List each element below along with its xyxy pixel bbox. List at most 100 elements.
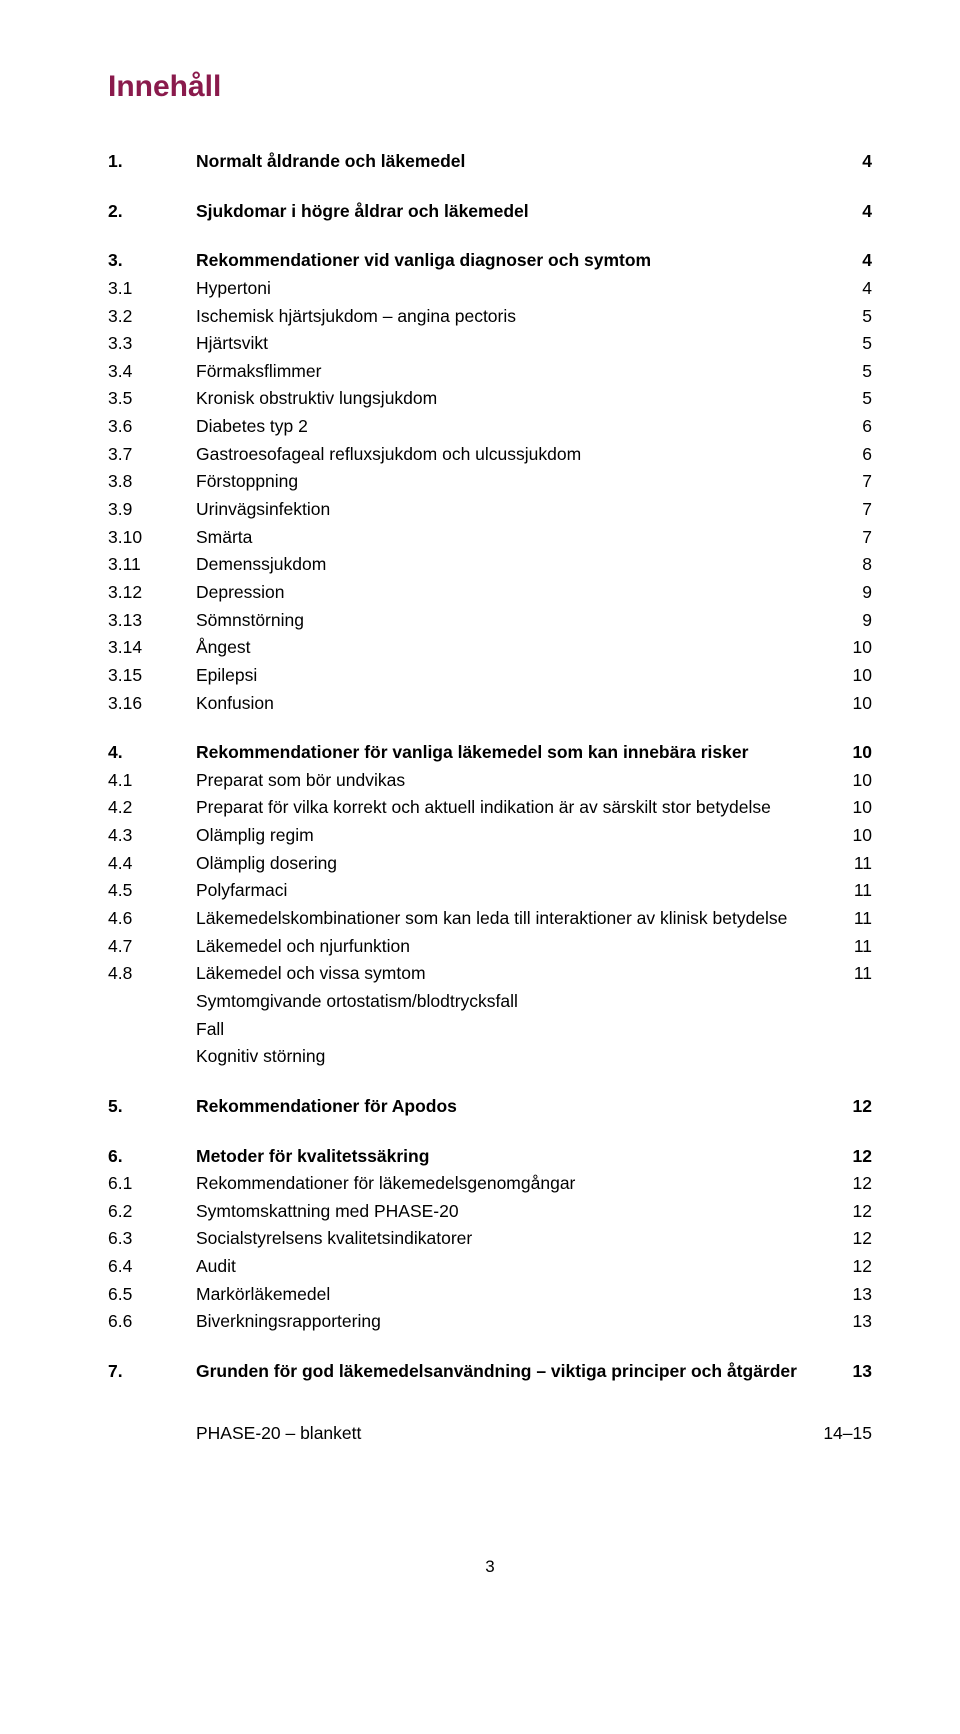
toc-number: 7. — [108, 1358, 196, 1386]
toc-row: 3.2Ischemisk hjärtsjukdom – angina pecto… — [108, 303, 872, 331]
toc-label: Preparat som bör undvikas — [196, 767, 824, 795]
toc-row: 4.4Olämplig dosering11 — [108, 850, 872, 878]
toc-label: Smärta — [196, 524, 824, 552]
toc-number: 3.15 — [108, 662, 196, 690]
toc-page-number: 6 — [824, 441, 872, 469]
toc-row: 6.Metoder för kvalitetssäkring12 — [108, 1143, 872, 1171]
toc-page-number: 10 — [824, 690, 872, 718]
toc-number: 4.8 — [108, 960, 196, 988]
toc-page-number: 4 — [824, 148, 872, 176]
toc-sub-label: Fall — [196, 1016, 872, 1044]
toc-number: 3.13 — [108, 607, 196, 635]
toc-number: 3.9 — [108, 496, 196, 524]
page-number: 3 — [108, 1557, 872, 1577]
toc-label: Hypertoni — [196, 275, 824, 303]
toc-label: Urinvägsinfektion — [196, 496, 824, 524]
toc-label: Epilepsi — [196, 662, 824, 690]
toc-sub-indent — [108, 1043, 196, 1071]
toc-page-number: 11 — [824, 877, 872, 905]
toc-number: 3.16 — [108, 690, 196, 718]
toc-number: 4.7 — [108, 933, 196, 961]
toc-page-number: 12 — [824, 1225, 872, 1253]
toc-number: 6.1 — [108, 1170, 196, 1198]
toc-section: 2.Sjukdomar i högre åldrar och läkemedel… — [108, 198, 872, 226]
toc-page-number: 11 — [824, 960, 872, 988]
toc-label: Depression — [196, 579, 824, 607]
toc-label: Biverkningsrapportering — [196, 1308, 824, 1336]
toc-page-number: 5 — [824, 303, 872, 331]
toc-number: 3.6 — [108, 413, 196, 441]
toc-number: 6. — [108, 1143, 196, 1171]
toc-row: 6.3Socialstyrelsens kvalitetsindikatorer… — [108, 1225, 872, 1253]
table-of-contents: 1.Normalt åldrande och läkemedel42.Sjukd… — [108, 148, 872, 1386]
toc-page-number: 11 — [824, 905, 872, 933]
toc-label: Sömnstörning — [196, 607, 824, 635]
toc-number: 4.5 — [108, 877, 196, 905]
toc-label: Förstoppning — [196, 468, 824, 496]
toc-label: Preparat för vilka korrekt och aktuell i… — [196, 794, 824, 822]
toc-number: 3.7 — [108, 441, 196, 469]
toc-page-number: 10 — [824, 662, 872, 690]
toc-label: Sjukdomar i högre åldrar och läkemedel — [196, 198, 824, 226]
toc-number: 3.10 — [108, 524, 196, 552]
toc-number: 3.12 — [108, 579, 196, 607]
toc-label: Polyfarmaci — [196, 877, 824, 905]
toc-number: 3.1 — [108, 275, 196, 303]
toc-label: Rekommendationer för vanliga läkemedel s… — [196, 739, 824, 767]
toc-number: 3.11 — [108, 551, 196, 579]
toc-row: 4.6Läkemedelskombinationer som kan leda … — [108, 905, 872, 933]
appendix-label: PHASE-20 – blankett — [108, 1420, 802, 1448]
toc-label: Rekommendationer för Apodos — [196, 1093, 824, 1121]
toc-page-number: 5 — [824, 330, 872, 358]
toc-row: 3.13Sömnstörning9 — [108, 607, 872, 635]
toc-number: 3.14 — [108, 634, 196, 662]
toc-page-number: 9 — [824, 607, 872, 635]
toc-label: Grunden för god läkemedelsanvändning – v… — [196, 1358, 824, 1386]
toc-page-number: 12 — [824, 1170, 872, 1198]
toc-number: 1. — [108, 148, 196, 176]
toc-row: 3.Rekommendationer vid vanliga diagnoser… — [108, 247, 872, 275]
toc-number: 5. — [108, 1093, 196, 1121]
toc-label: Symtomskattning med PHASE-20 — [196, 1198, 824, 1226]
toc-row: 3.7Gastroesofageal refluxsjukdom och ulc… — [108, 441, 872, 469]
toc-sub-indent — [108, 1016, 196, 1044]
toc-label: Normalt åldrande och läkemedel — [196, 148, 824, 176]
toc-row: 3.6Diabetes typ 26 — [108, 413, 872, 441]
toc-label: Demenssjukdom — [196, 551, 824, 579]
toc-number: 3.8 — [108, 468, 196, 496]
toc-number: 4.1 — [108, 767, 196, 795]
toc-row: 3.16Konfusion10 — [108, 690, 872, 718]
toc-page-number: 13 — [824, 1281, 872, 1309]
toc-number: 2. — [108, 198, 196, 226]
toc-sub-row: Symtomgivande ortostatism/blodtrycksfall — [108, 988, 872, 1016]
toc-section: 1.Normalt åldrande och läkemedel4 — [108, 148, 872, 176]
toc-page-number: 9 — [824, 579, 872, 607]
toc-page-number: 7 — [824, 496, 872, 524]
toc-row: 3.3Hjärtsvikt5 — [108, 330, 872, 358]
toc-label: Metoder för kvalitetssäkring — [196, 1143, 824, 1171]
toc-number: 3.3 — [108, 330, 196, 358]
toc-row: 3.15Epilepsi10 — [108, 662, 872, 690]
toc-page-number: 8 — [824, 551, 872, 579]
toc-page-number: 12 — [824, 1093, 872, 1121]
toc-number: 4.2 — [108, 794, 196, 822]
toc-page-number: 10 — [824, 822, 872, 850]
toc-number: 3.5 — [108, 385, 196, 413]
toc-label: Förmaksflimmer — [196, 358, 824, 386]
page-title: Innehåll — [108, 70, 872, 104]
toc-row: 4.7Läkemedel och njurfunktion11 — [108, 933, 872, 961]
toc-page-number: 7 — [824, 468, 872, 496]
toc-row: 4.2Preparat för vilka korrekt och aktuel… — [108, 794, 872, 822]
toc-row: 2.Sjukdomar i högre åldrar och läkemedel… — [108, 198, 872, 226]
toc-page-number: 4 — [824, 275, 872, 303]
toc-number: 6.2 — [108, 1198, 196, 1226]
toc-page-number: 10 — [824, 794, 872, 822]
toc-label: Kronisk obstruktiv lungsjukdom — [196, 385, 824, 413]
toc-page-number: 5 — [824, 358, 872, 386]
toc-section: 6.Metoder för kvalitetssäkring126.1Rekom… — [108, 1143, 872, 1336]
toc-number: 4.3 — [108, 822, 196, 850]
toc-row: 3.12Depression9 — [108, 579, 872, 607]
toc-row: 5.Rekommendationer för Apodos12 — [108, 1093, 872, 1121]
toc-row: 3.11Demenssjukdom8 — [108, 551, 872, 579]
toc-page-number: 6 — [824, 413, 872, 441]
